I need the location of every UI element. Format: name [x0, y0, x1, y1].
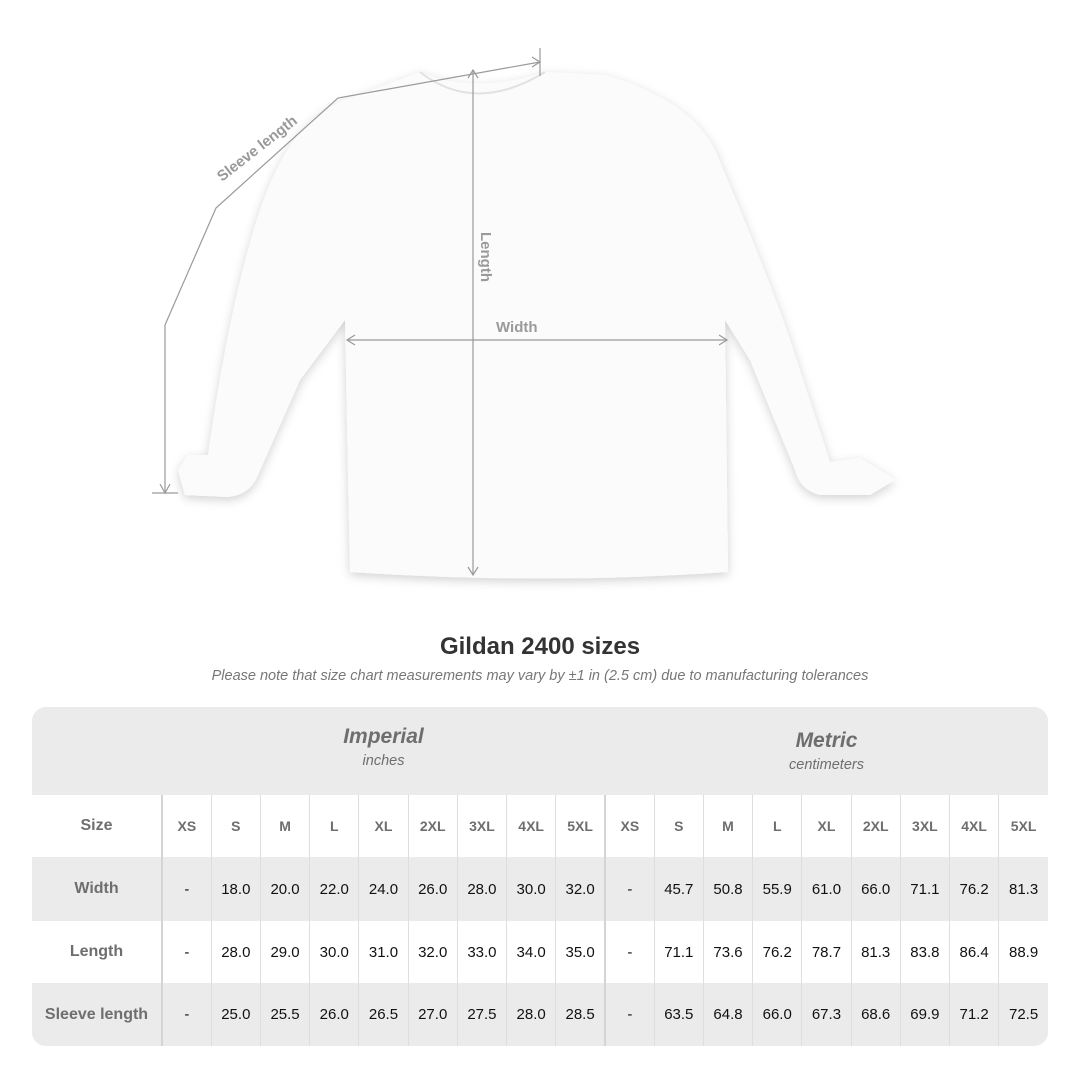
metric-cell: 55.9	[752, 857, 802, 921]
metric-cell: 63.5	[653, 983, 704, 1046]
metric-unit: centimeters	[789, 757, 864, 773]
metric-cell: 81.3	[998, 857, 1048, 921]
size-metric-xl: XL	[801, 795, 852, 857]
imperial-unit: inches	[362, 753, 405, 769]
sleeve-length-line	[164, 61, 541, 493]
imperial-cell: 26.5	[358, 983, 409, 1046]
length-label: Length	[477, 232, 494, 282]
metric-cell: 67.3	[801, 983, 852, 1046]
width-label: Width	[496, 319, 538, 336]
imperial-cell: 30.0	[506, 857, 556, 921]
imperial-cell: 26.0	[407, 857, 458, 921]
metric-cell: 72.5	[998, 983, 1048, 1046]
metric-cell: 45.7	[653, 857, 704, 921]
imperial-cell: -	[161, 921, 212, 983]
size-imperial-xs: XS	[161, 795, 212, 857]
size-imperial-5xl: 5XL	[555, 795, 605, 857]
metric-cell: 71.1	[899, 857, 950, 921]
size-imperial-3xl: 3XL	[456, 795, 507, 857]
size-imperial-m: M	[259, 795, 310, 857]
imperial-cell: 28.0	[210, 921, 261, 983]
imperial-cell: 25.0	[210, 983, 261, 1046]
metric-cell: 76.2	[752, 921, 802, 983]
metric-cell: 66.0	[850, 857, 901, 921]
metric-cell: -	[603, 983, 655, 1046]
metric-cell: 88.9	[998, 921, 1048, 983]
size-imperial-s: S	[210, 795, 261, 857]
imperial-cell: 34.0	[506, 921, 556, 983]
metric-cell: 71.1	[653, 921, 704, 983]
table-row: Length -28.0 29.0 30.0 31.0 32.0 33.0 34.0 35.0-…	[32, 921, 1048, 983]
metric-cell: 86.4	[948, 921, 999, 983]
size-metric-l: L	[752, 795, 802, 857]
size-metric-s: S	[653, 795, 704, 857]
metric-header: Metric centimeters	[605, 707, 1048, 795]
row-label: Width	[32, 857, 163, 921]
imperial-cell: -	[161, 983, 212, 1046]
size-chart-table: Imperial inches Metric centimeters Size X…	[32, 707, 1048, 1046]
imperial-cell: 33.0	[456, 921, 507, 983]
size-metric-3xl: 3XL	[899, 795, 950, 857]
metric-cell: -	[603, 857, 655, 921]
tolerance-note: Please note that size chart measurements…	[211, 668, 869, 684]
metric-cell: 68.6	[850, 983, 901, 1046]
metric-cell: 66.0	[752, 983, 802, 1046]
imperial-cell: 24.0	[358, 857, 409, 921]
shirt-shape	[178, 72, 895, 579]
imperial-cell: 31.0	[358, 921, 409, 983]
metric-cell: 71.2	[948, 983, 999, 1046]
row-label: Length	[32, 921, 163, 983]
size-metric-xs: XS	[603, 795, 655, 857]
size-imperial-l: L	[309, 795, 359, 857]
metric-cell: 50.8	[702, 857, 753, 921]
size-label: Size	[32, 795, 163, 857]
imperial-cell: 29.0	[259, 921, 310, 983]
size-imperial-2xl: 2XL	[407, 795, 458, 857]
imperial-cell: 32.0	[555, 857, 605, 921]
metric-cell: 64.8	[702, 983, 753, 1046]
imperial-cell: 25.5	[259, 983, 310, 1046]
page-title: Gildan 2400 sizes	[439, 633, 641, 660]
metric-cell: -	[603, 921, 655, 983]
metric-cell: 69.9	[899, 983, 950, 1046]
size-metric-5xl: 5XL	[998, 795, 1048, 857]
metric-cell: 76.2	[948, 857, 999, 921]
table-row: Sleeve length -25.0 25.5 26.0 26.5 27.0 27.5 28…	[32, 983, 1048, 1046]
size-imperial-xl: XL	[358, 795, 409, 857]
table-row: Width -18.0 20.0 22.0 24.0 26.0 28.0 30.0 32.0-4…	[32, 857, 1048, 921]
metric-cell: 61.0	[801, 857, 852, 921]
imperial-cell: 18.0	[210, 857, 261, 921]
imperial-cell: 28.0	[456, 857, 507, 921]
imperial-cell: 32.0	[407, 921, 458, 983]
imperial-header: Imperial inches	[162, 707, 605, 795]
imperial-cell: 22.0	[309, 857, 359, 921]
metric-cell: 83.8	[899, 921, 950, 983]
imperial-cell: -	[161, 857, 212, 921]
imperial-cell: 27.0	[407, 983, 458, 1046]
size-metric-4xl: 4XL	[948, 795, 999, 857]
imperial-cell: 20.0	[259, 857, 310, 921]
imperial-cell: 27.5	[456, 983, 507, 1046]
row-label: Sleeve length	[32, 983, 163, 1046]
imperial-cell: 35.0	[555, 921, 605, 983]
imperial-cell: 28.5	[555, 983, 605, 1046]
size-metric-2xl: 2XL	[850, 795, 901, 857]
metric-title: Metric	[795, 729, 858, 752]
metric-cell: 73.6	[702, 921, 753, 983]
metric-cell: 81.3	[850, 921, 901, 983]
metric-cell: 78.7	[801, 921, 852, 983]
imperial-cell: 26.0	[309, 983, 359, 1046]
size-table: Size XS S M L XL 2XL 3XL 4XL 5XL XS S M L XL 2XL 3XL 4XL 5…	[32, 795, 1048, 1046]
imperial-title: Imperial	[343, 725, 424, 748]
size-imperial-4xl: 4XL	[506, 795, 556, 857]
size-header-row: Size XS S M L XL 2XL 3XL 4XL 5XL XS S M L XL 2XL 3XL 4XL 5…	[32, 795, 1048, 857]
size-metric-m: M	[702, 795, 753, 857]
imperial-cell: 30.0	[309, 921, 359, 983]
shirt-illustration: Sleeve length Length Width	[152, 48, 895, 579]
imperial-cell: 28.0	[506, 983, 556, 1046]
